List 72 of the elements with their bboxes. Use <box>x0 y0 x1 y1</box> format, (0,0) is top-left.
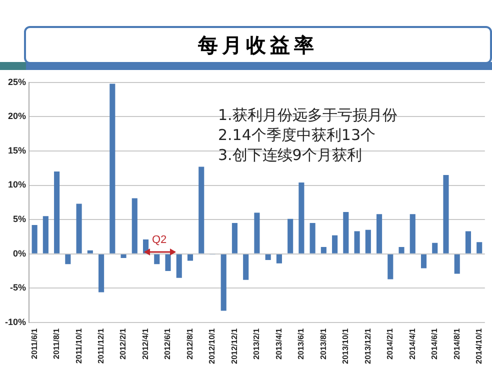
x-tick-label: 2012/12/1 <box>230 328 239 364</box>
bar <box>454 254 460 274</box>
y-tick-label: -10% <box>4 316 26 327</box>
x-tick-label: 2014/4/1 <box>408 328 417 360</box>
bar <box>276 254 282 264</box>
bar <box>443 174 449 254</box>
y-tick-label: 10% <box>8 180 26 190</box>
annotation: 3.创下连续9个月获利 <box>218 146 362 165</box>
bar <box>398 246 404 254</box>
bar <box>410 214 416 254</box>
x-tick-label: 2014/8/1 <box>452 328 462 360</box>
bar <box>176 254 182 278</box>
bar <box>232 222 238 254</box>
bar <box>87 250 93 254</box>
bar <box>65 254 71 264</box>
bar <box>98 254 104 292</box>
y-tick-label: 15% <box>8 145 26 156</box>
bar <box>120 254 126 258</box>
x-tick-label: 2013/12/1 <box>363 328 372 364</box>
x-tick-label: 2012/2/1 <box>118 328 128 360</box>
x-tick-label: 2011/8/1 <box>52 328 62 360</box>
y-tick-label: -5% <box>10 282 26 293</box>
x-tick-label: 2011/6/1 <box>30 328 39 360</box>
y-tick-label: 5% <box>12 214 26 224</box>
bar <box>165 254 171 271</box>
x-tick-label: 2012/10/1 <box>208 328 217 364</box>
x-tick-label: 2013/4/1 <box>274 328 284 360</box>
bar <box>132 198 138 254</box>
bar <box>343 212 349 254</box>
bar <box>154 254 160 264</box>
bar <box>54 172 60 254</box>
bar <box>376 214 382 254</box>
annotation: Q2 <box>152 234 167 246</box>
bar <box>420 254 427 268</box>
x-tick-label: 2014/10/1 <box>474 328 484 364</box>
annotation: 2.14个季度中获利13个 <box>218 126 376 145</box>
bar <box>332 235 338 254</box>
bar <box>42 216 48 254</box>
x-tick-label: 2014/2/1 <box>386 328 395 360</box>
bar <box>243 254 249 280</box>
y-tick-label: 20% <box>8 111 26 122</box>
bar <box>110 84 116 254</box>
x-tick-label: 2013/6/1 <box>296 328 306 360</box>
x-tick-label: 2012/8/1 <box>185 328 194 360</box>
bar <box>388 254 394 280</box>
bar <box>320 246 326 254</box>
bar <box>254 212 260 254</box>
x-tick-label: 2011/10/1 <box>74 328 84 364</box>
x-tick-label: 2013/8/1 <box>318 328 328 360</box>
x-tick-label: 2013/2/1 <box>252 328 262 360</box>
x-tick-label: 2013/10/1 <box>341 328 350 364</box>
x-tick-label: 2012/4/1 <box>140 328 150 360</box>
bar <box>365 230 371 254</box>
bar <box>465 231 472 254</box>
bar <box>198 166 204 254</box>
bar <box>310 222 316 254</box>
bar <box>354 231 360 254</box>
x-tick-label: 2012/6/1 <box>163 328 172 360</box>
annotation: 1.获利月份远多于亏损月份 <box>218 106 398 125</box>
bar <box>220 254 226 311</box>
bar <box>187 254 194 261</box>
x-tick-label: 2011/12/1 <box>96 328 106 364</box>
bar <box>265 254 271 260</box>
bar <box>32 225 38 254</box>
y-tick-label: 25% <box>8 76 26 87</box>
bar <box>432 242 438 254</box>
bar <box>288 218 294 254</box>
y-tick-label: 0% <box>12 248 26 258</box>
bar <box>298 182 304 254</box>
bar <box>76 204 82 254</box>
x-tick-label: 2014/6/1 <box>430 328 440 360</box>
bar <box>476 242 482 254</box>
